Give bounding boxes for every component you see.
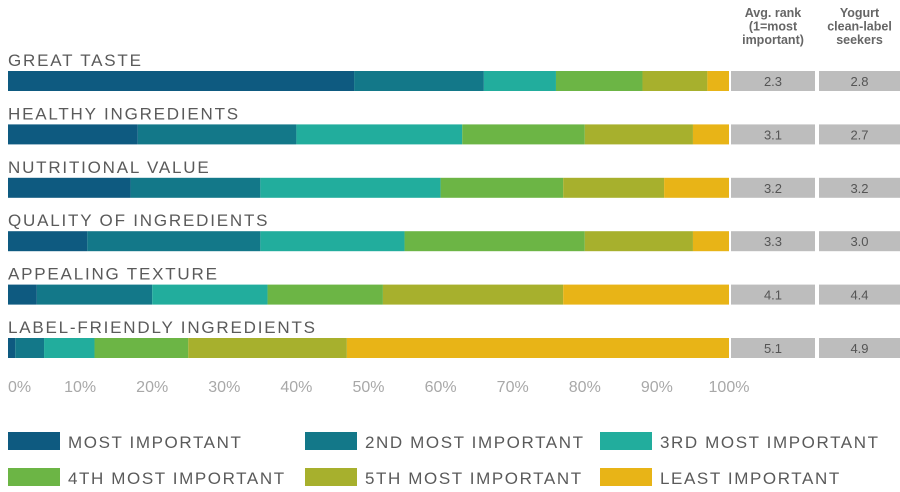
bar-segment: [8, 284, 37, 305]
column-cell: [731, 71, 815, 91]
bar-segment: [8, 231, 88, 252]
x-tick-label: 0%: [8, 379, 31, 396]
bar-segment: [346, 338, 729, 358]
column-cell: [731, 177, 815, 198]
column-cell: [819, 284, 900, 305]
bar-segment: [8, 71, 355, 91]
column-header: Avg. rank: [745, 6, 802, 20]
column-cell: [819, 124, 900, 145]
bar-segment: [87, 231, 261, 252]
column-header: (1=most: [749, 20, 798, 34]
column-header: seekers: [836, 33, 883, 47]
column-value: 3.2: [850, 181, 868, 196]
x-tick-label: 90%: [641, 379, 673, 396]
column-value: 5.1: [764, 341, 782, 356]
category-label: QUALITY OF INGREDIENTS: [8, 211, 269, 230]
column-value: 4.9: [850, 341, 868, 356]
bar-segment: [296, 124, 463, 145]
column-header: important): [742, 33, 804, 47]
legend-swatch: [600, 468, 652, 486]
bar-segment: [584, 124, 693, 145]
bar-segment: [44, 338, 95, 358]
column-header: Yogurt: [840, 6, 880, 20]
bar-segment: [94, 338, 189, 358]
legend-label: 4TH MOST IMPORTANT: [68, 469, 286, 488]
bar-segment: [440, 177, 564, 198]
bar-segment: [188, 338, 347, 358]
column-value: 2.8: [850, 74, 868, 89]
column-value: 3.0: [850, 234, 868, 249]
bar-segment: [692, 124, 729, 145]
bar-segment: [382, 284, 564, 305]
category-label: NUTRITIONAL VALUE: [8, 158, 211, 177]
bar-segment: [267, 284, 383, 305]
bar-segment: [483, 71, 556, 91]
x-tick-label: 50%: [352, 379, 384, 396]
x-tick-label: 70%: [497, 379, 529, 396]
bar-segment: [707, 71, 729, 91]
column-cell: [731, 284, 815, 305]
column-header: clean-label: [827, 20, 892, 34]
bar-segment: [642, 71, 708, 91]
bar-segment: [260, 231, 405, 252]
legend-label: 3RD MOST IMPORTANT: [660, 433, 880, 452]
column-cell: [731, 231, 815, 252]
legend-label: 2ND MOST IMPORTANT: [365, 433, 585, 452]
bar-segment: [15, 338, 45, 358]
x-tick-label: 100%: [709, 379, 750, 396]
x-tick-label: 20%: [136, 379, 168, 396]
x-tick-label: 60%: [425, 379, 457, 396]
bar-segment: [36, 284, 153, 305]
legend-swatch: [305, 468, 357, 486]
category-label: GREAT TASTE: [8, 51, 143, 70]
bar-segment: [404, 231, 585, 252]
legend-label: 5TH MOST IMPORTANT: [365, 469, 583, 488]
bar-segment: [555, 71, 643, 91]
column-cell: [819, 71, 900, 91]
bar-segment: [8, 338, 16, 358]
bar-segment: [130, 177, 261, 198]
bar-segment: [8, 177, 131, 198]
bar-segment: [137, 124, 297, 145]
column-value: 3.2: [764, 181, 782, 196]
legend-label: LEAST IMPORTANT: [660, 469, 841, 488]
column-value: 2.3: [764, 74, 782, 89]
bar-segment: [692, 231, 729, 252]
column-cell: [819, 231, 900, 252]
x-tick-label: 80%: [569, 379, 601, 396]
legend-swatch: [305, 432, 357, 450]
bar-segment: [260, 177, 441, 198]
bar-segment: [584, 231, 693, 252]
bar-segment: [462, 124, 585, 145]
x-tick-label: 40%: [280, 379, 312, 396]
x-tick-label: 30%: [208, 379, 240, 396]
column-value: 4.4: [850, 288, 868, 303]
column-value: 4.1: [764, 288, 782, 303]
column-cell: [731, 338, 815, 358]
bar-segment: [563, 284, 729, 305]
category-label: LABEL-FRIENDLY INGREDIENTS: [8, 318, 317, 337]
bar-segment: [563, 177, 665, 198]
column-value: 3.3: [764, 234, 782, 249]
category-label: APPEALING TEXTURE: [8, 265, 219, 284]
category-label: HEALTHY INGREDIENTS: [8, 104, 240, 123]
column-value: 2.7: [850, 127, 868, 142]
bar-segment: [8, 124, 138, 145]
column-value: 3.1: [764, 127, 782, 142]
column-cell: [819, 338, 900, 358]
bar-segment: [354, 71, 484, 91]
column-cell: [819, 177, 900, 198]
bar-segment: [152, 284, 268, 305]
column-cell: [731, 124, 815, 145]
legend-swatch: [600, 432, 652, 450]
legend-swatch: [8, 468, 60, 486]
bar-segment: [664, 177, 729, 198]
legend-swatch: [8, 432, 60, 450]
legend-label: MOST IMPORTANT: [68, 433, 242, 452]
x-tick-label: 10%: [64, 379, 96, 396]
